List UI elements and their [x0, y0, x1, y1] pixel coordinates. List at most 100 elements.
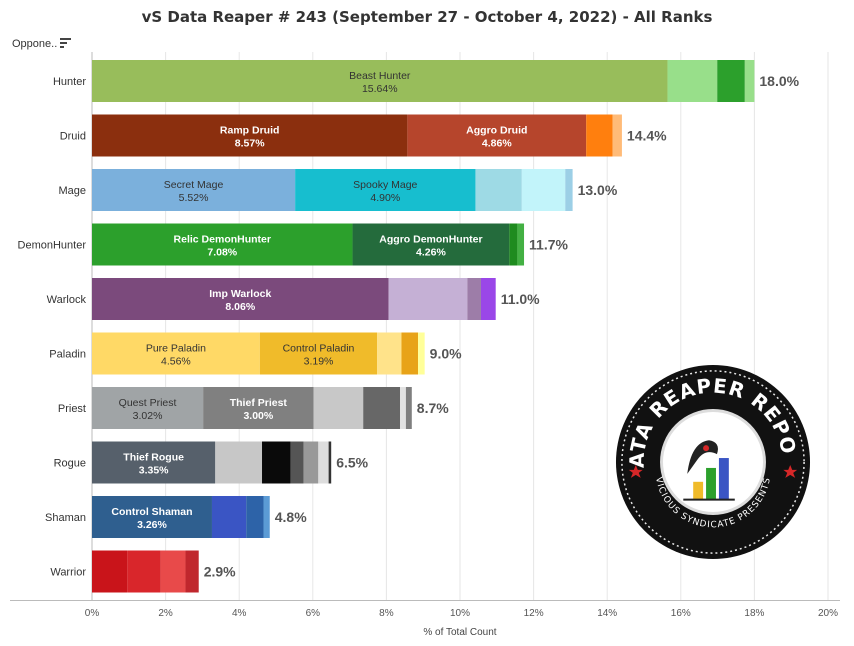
total-label: 14.4% — [627, 128, 667, 144]
segment-value-label: 8.06% — [225, 301, 255, 313]
bar-segment[interactable] — [401, 332, 419, 375]
x-tick-label: 10% — [450, 608, 470, 619]
bar-segment[interactable] — [262, 441, 291, 484]
column-header-opponent[interactable]: Oppone.. — [12, 38, 58, 50]
bar-segment[interactable] — [400, 387, 406, 429]
category-label: Priest — [58, 403, 86, 415]
x-tick-label: 16% — [671, 608, 691, 619]
bar-segment[interactable] — [313, 387, 364, 429]
bar-segment[interactable] — [407, 114, 587, 157]
x-tick-label: 20% — [818, 608, 838, 619]
bar-segment[interactable] — [92, 278, 389, 320]
bar-segment[interactable] — [586, 114, 613, 157]
category-label: DemonHunter — [18, 240, 87, 252]
total-label: 9.0% — [430, 346, 462, 362]
segment-value-label: 4.86% — [482, 138, 512, 150]
bar-segment[interactable] — [246, 496, 264, 538]
total-label: 4.8% — [275, 509, 307, 525]
bar-segment[interactable] — [467, 278, 481, 320]
category-label: Paladin — [49, 349, 86, 361]
x-tick-label: 4% — [232, 608, 247, 619]
bar-segment[interactable] — [612, 114, 622, 157]
total-label: 6.5% — [336, 455, 368, 471]
bar-segment[interactable] — [352, 223, 510, 266]
bar-segment[interactable] — [203, 387, 314, 429]
bar-segment[interactable] — [185, 550, 199, 593]
bar-segment[interactable] — [480, 278, 496, 320]
category-label: Druid — [60, 131, 86, 143]
bar-segment[interactable] — [667, 60, 718, 102]
segment-value-label: 8.57% — [235, 138, 265, 150]
segment-label: Aggro Druid — [466, 125, 527, 137]
segment-value-label: 5.52% — [179, 192, 209, 204]
segment-value-label: 3.35% — [139, 465, 169, 477]
segment-label: Spooky Mage — [353, 179, 417, 191]
bar-segment[interactable] — [517, 223, 525, 266]
bar-segment[interactable] — [475, 169, 522, 211]
bar-segment[interactable] — [565, 169, 573, 211]
bar-segment[interactable] — [92, 496, 212, 538]
bar-segment[interactable] — [328, 441, 332, 484]
bar-segment[interactable] — [509, 223, 518, 266]
segment-label: Ramp Druid — [220, 125, 280, 137]
sort-icon[interactable] — [60, 38, 72, 48]
bar-segment[interactable] — [215, 441, 263, 484]
segment-value-label: 4.90% — [370, 192, 400, 204]
bar-segment[interactable] — [405, 387, 412, 429]
bar-segment[interactable] — [318, 441, 329, 484]
bar-segment[interactable] — [92, 223, 353, 266]
segment-label: Imp Warlock — [209, 288, 271, 300]
bar-segment[interactable] — [92, 332, 260, 375]
bar-segment[interactable] — [92, 387, 204, 429]
bar-segment[interactable] — [717, 60, 745, 102]
segment-value-label: 4.26% — [416, 247, 446, 259]
x-tick-label: 12% — [524, 608, 544, 619]
data-reaper-report-logo: DATA REAPER REPORT VICIOUS SYNDICATE PRE… — [614, 363, 811, 560]
x-tick-label: 18% — [744, 608, 764, 619]
total-label: 8.7% — [417, 400, 449, 416]
bar-segment[interactable] — [211, 496, 247, 538]
bar-segment[interactable] — [92, 441, 216, 484]
bar-segment[interactable] — [259, 332, 378, 375]
segment-label: Quest Priest — [119, 397, 177, 409]
segment-value-label: 7.08% — [207, 247, 237, 259]
category-label: Hunter — [53, 76, 86, 88]
bar-segment[interactable] — [92, 114, 408, 157]
bar-segment[interactable] — [92, 169, 296, 211]
x-tick-label: 8% — [379, 608, 394, 619]
bar-segment[interactable] — [263, 496, 270, 538]
category-label: Rogue — [54, 458, 86, 470]
bar-segment[interactable] — [160, 550, 186, 593]
category-label: Shaman — [45, 512, 86, 524]
bar-segment[interactable] — [92, 550, 128, 593]
bar-segment[interactable] — [744, 60, 755, 102]
bar-segment[interactable] — [418, 332, 425, 375]
segment-value-label: 3.19% — [304, 356, 334, 368]
total-label: 18.0% — [759, 73, 799, 89]
category-label: Warlock — [47, 294, 87, 306]
bar-segment[interactable] — [295, 169, 476, 211]
segment-label: Pure Paladin — [146, 343, 206, 355]
segment-label: Thief Priest — [230, 397, 288, 409]
bar-segment[interactable] — [303, 441, 319, 484]
chart-title: vS Data Reaper # 243 (September 27 - Oct… — [141, 8, 713, 26]
total-label: 2.9% — [204, 564, 236, 580]
total-label: 11.7% — [529, 237, 568, 253]
x-tick-label: 14% — [597, 608, 617, 619]
total-label: 11.0% — [501, 291, 540, 307]
bar-segment[interactable] — [363, 387, 401, 429]
segment-value-label: 15.64% — [362, 83, 398, 95]
bar-segment[interactable] — [290, 441, 304, 484]
category-label: Mage — [58, 185, 86, 197]
segment-label: Relic DemonHunter — [174, 234, 271, 246]
bar-segment[interactable] — [92, 60, 668, 102]
segment-label: Control Paladin — [283, 343, 355, 355]
segment-label: Control Shaman — [111, 506, 192, 518]
bar-segment[interactable] — [388, 278, 468, 320]
bar-segment[interactable] — [127, 550, 161, 593]
bar-segment[interactable] — [521, 169, 566, 211]
segment-label: Beast Hunter — [349, 70, 411, 82]
bar-segment[interactable] — [377, 332, 402, 375]
segment-label: Secret Mage — [164, 179, 224, 191]
